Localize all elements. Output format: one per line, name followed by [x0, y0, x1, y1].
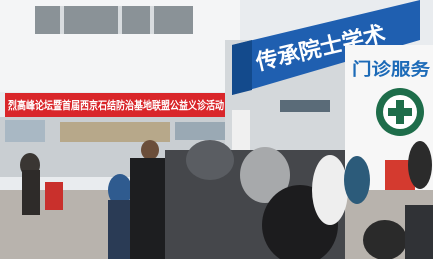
person [22, 170, 40, 215]
window-frame [150, 6, 154, 34]
upper-windows [35, 6, 193, 34]
window-frame [118, 6, 122, 34]
page: {"signs": {"banner": "烈高峰论坛暨首届西京石结防治基地联盟… [0, 0, 433, 259]
window-frame [60, 6, 64, 34]
screen [5, 120, 45, 142]
person [344, 156, 370, 204]
emblem-cross [388, 108, 412, 116]
scene: 烈高峰论坛暨首届西京石结防治基地联盟公益义诊活动 传承院士学术 门诊服务 [0, 0, 433, 259]
chair [45, 182, 63, 210]
counter [60, 122, 170, 142]
person [363, 220, 407, 259]
service-sign-text: 门诊服务 [352, 59, 431, 80]
person [130, 158, 168, 259]
head [141, 140, 159, 160]
doctor [312, 155, 348, 225]
person [408, 141, 432, 189]
screen [175, 122, 225, 140]
banner-text: 烈高峰论坛暨首届西京石结防治基地联盟公益义诊活动 [8, 98, 224, 112]
person [186, 140, 234, 180]
blue-sign-logo [232, 40, 252, 95]
person [108, 200, 130, 259]
pillar [232, 110, 250, 155]
hanging-sign [280, 100, 330, 112]
body: 烈高峰论坛暨首届西京石结防治基地联盟公益义诊活动 传承院士学术 门诊服务 (()… [0, 0, 433, 259]
monitor [405, 205, 433, 259]
